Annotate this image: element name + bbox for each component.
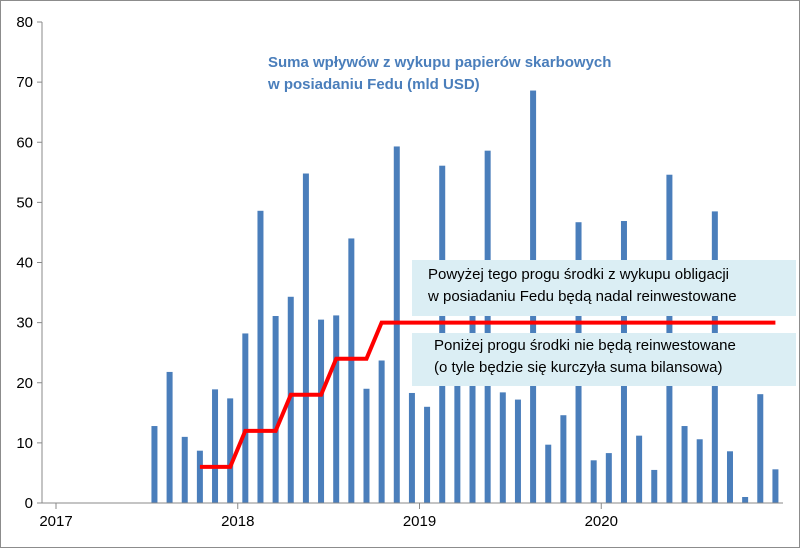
note-above-line-1: Powyżej tego progu środki z wykupu oblig… bbox=[428, 266, 729, 283]
y-tick-label: 20 bbox=[16, 375, 33, 392]
bar bbox=[484, 150, 491, 504]
bar bbox=[605, 453, 612, 503]
bar bbox=[696, 439, 703, 503]
y-tick-label: 80 bbox=[16, 14, 33, 31]
bar bbox=[545, 444, 552, 503]
chart-title-line-2: w posiadaniu Fedu (mld USD) bbox=[268, 76, 480, 93]
bar bbox=[257, 210, 264, 504]
x-tick-label: 2017 bbox=[39, 513, 72, 530]
bar bbox=[333, 315, 340, 503]
y-tick-label: 10 bbox=[16, 435, 33, 452]
bar bbox=[181, 436, 188, 503]
note-below-line-1: Poniżej progu środki nie będą reinwestow… bbox=[434, 337, 736, 354]
bar bbox=[242, 333, 249, 503]
bar bbox=[363, 388, 370, 503]
y-tick-label: 30 bbox=[16, 315, 33, 332]
bar bbox=[287, 296, 294, 503]
note-above-threshold: Powyżej tego progu środki z wykupu oblig… bbox=[412, 260, 796, 316]
bar bbox=[651, 469, 658, 503]
note-above-line-2: w posiadaniu Fedu będą nadal reinwestowa… bbox=[428, 288, 737, 305]
bar bbox=[151, 426, 158, 503]
y-tick-label: 40 bbox=[16, 255, 33, 272]
bar bbox=[393, 146, 400, 504]
y-tick-label: 70 bbox=[16, 74, 33, 91]
y-tick-label: 50 bbox=[16, 194, 33, 211]
chart-title: Suma wpływów z wykupu papierów skarbowyc… bbox=[268, 52, 688, 96]
y-ticks: 0 10 20 30 40 50 60 70 80 bbox=[16, 14, 42, 512]
x-tick-label: 2020 bbox=[585, 513, 618, 530]
bar bbox=[681, 426, 688, 503]
bar bbox=[590, 460, 597, 503]
bar bbox=[514, 399, 521, 503]
bar bbox=[408, 392, 415, 503]
bar bbox=[227, 398, 234, 503]
y-tick-label: 60 bbox=[16, 134, 33, 151]
bar bbox=[302, 173, 309, 503]
chart-title-line-1: Suma wpływów z wykupu papierów skarbowyc… bbox=[268, 54, 612, 71]
note-below-line-2: (o tyle będzie się kurczyła suma bilanso… bbox=[434, 359, 723, 376]
bar bbox=[272, 316, 279, 503]
bar bbox=[196, 450, 203, 503]
bar bbox=[166, 371, 173, 503]
bar bbox=[742, 496, 749, 503]
bar bbox=[726, 451, 733, 503]
bar bbox=[499, 392, 506, 503]
bar bbox=[378, 360, 385, 503]
bar bbox=[424, 406, 431, 503]
x-tick-label: 2018 bbox=[221, 513, 254, 530]
bar bbox=[560, 415, 567, 503]
x-tick-label: 2019 bbox=[403, 513, 436, 530]
note-below-threshold: Poniżej progu środki nie będą reinwestow… bbox=[412, 333, 796, 386]
bar bbox=[348, 238, 355, 503]
bar bbox=[212, 389, 219, 503]
bar bbox=[757, 394, 764, 503]
y-tick-label: 0 bbox=[25, 495, 33, 512]
bar bbox=[636, 435, 643, 503]
bar bbox=[318, 319, 325, 503]
x-ticks: 2017 2018 2019 2020 bbox=[39, 503, 618, 530]
bar bbox=[772, 469, 779, 503]
